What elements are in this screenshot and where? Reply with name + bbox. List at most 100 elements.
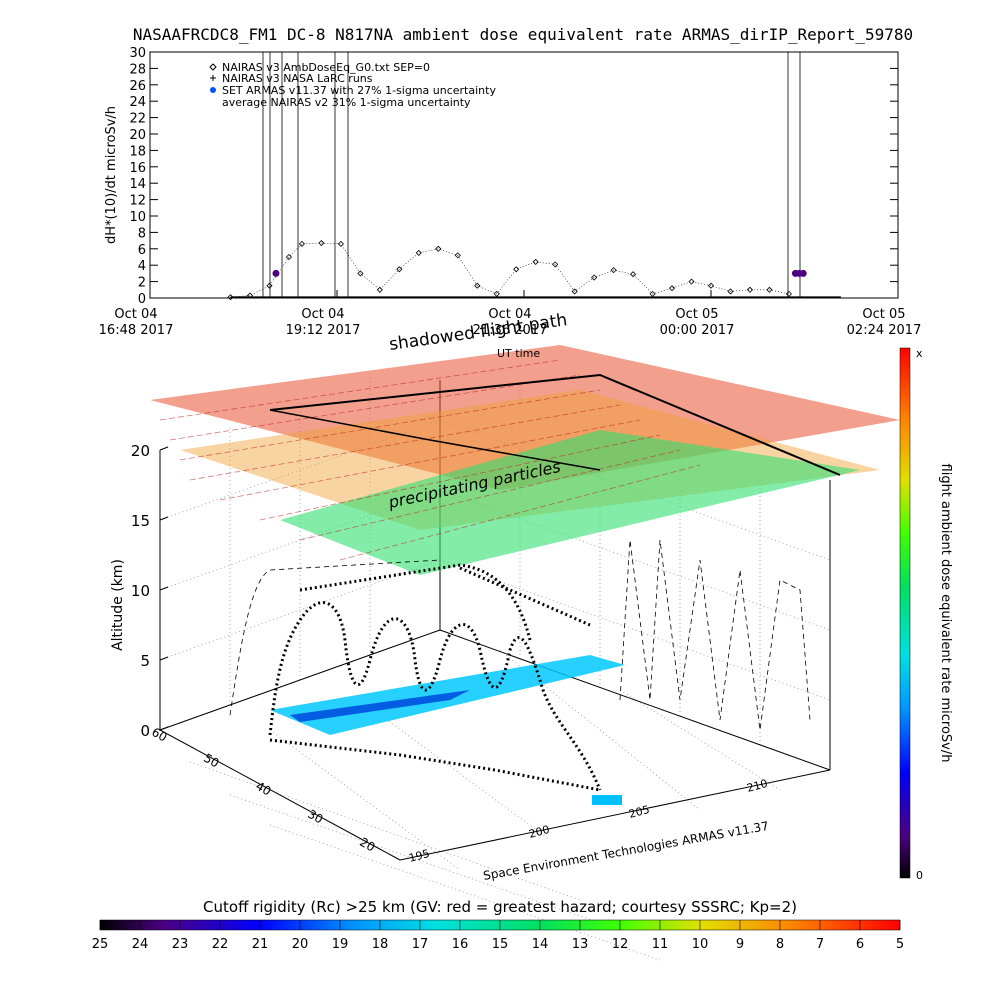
legend-label: NAIRAS v3 AmbDoseEq_G0.txt SEP=0 [222,61,430,74]
particle-layer [150,345,900,575]
legend-item-nairas-larc: NAIRAS v3 NASA LaRC runs [210,72,373,85]
series-line [230,242,789,298]
dose-colorbar-bottom: 0 [916,869,923,882]
data-point [454,252,461,259]
data-point [688,278,695,285]
y-tick-label: 16 [129,161,146,176]
particle-layer-red [150,345,900,490]
x-tick-label-date: Oct 05 [862,307,905,322]
y-tick-label: 22 [129,112,146,127]
data-point [396,266,403,273]
altitude-tick-label: 10 [131,582,150,600]
rigidity-tick-label: 15 [492,937,509,952]
top-y-axis-label: dH*(10)/dt microSv/h [104,106,119,244]
x-tick-label-date: Oct 04 [301,307,344,322]
altitude-tick-label: 0 [140,722,150,740]
latitude-tick-label: 20 [357,835,377,855]
blue-dot-icon [210,87,216,93]
plus-icon [210,75,216,81]
rigidity-tick-label: 6 [856,937,864,952]
data-point [246,292,254,299]
latitude-tick-label: 30 [305,807,325,827]
x-tick-label-time: 00:00 2017 [660,323,735,338]
altitude-axis: 0 5 10 15 20 [131,442,169,740]
rigidity-colorbar: Cutoff rigidity (Rc) >25 km (GV: red = g… [92,898,904,952]
rigidity-colorbar-title: Cutoff rigidity (Rc) >25 km (GV: red = g… [203,898,797,916]
data-point [357,270,364,277]
rigidity-tick-label: 25 [92,937,109,952]
series-nairas-v3 [227,239,841,301]
y-tick-label: 4 [138,259,146,274]
legend-label: average NAIRAS v2 31% 1-sigma uncertaint… [222,96,471,109]
altitude-axis-label: Altitude (km) [110,559,126,651]
rigidity-tick-label: 18 [372,937,389,952]
data-point [227,294,234,301]
data-point [785,290,792,297]
y-tick-label: 12 [129,194,146,209]
upper-track [299,563,591,641]
altitude-tick [159,446,169,451]
longitude-tick-label: 210 [745,777,769,795]
rigidity-tick-label: 17 [412,937,429,952]
y-tick-label: 26 [129,79,146,94]
rigidity-tick-label: 8 [776,937,784,952]
rigidity-tick-label: 13 [572,937,589,952]
legend-label: SET ARMAS v11.37 with 27% 1-sigma uncert… [222,84,496,97]
armas-point [272,269,280,277]
diamond-icon [209,63,217,71]
data-point [415,249,422,256]
y-tick-label: 24 [129,95,146,110]
data-point [571,288,578,295]
longitude-tick-label: 195 [407,847,431,865]
altitude-tick [159,586,169,591]
data-point [318,239,325,247]
data-point [298,240,306,247]
y-tick-label: 20 [129,128,146,143]
legend-item-set-armas: SET ARMAS v11.37 with 27% 1-sigma uncert… [210,84,496,97]
figure-title: NASAAFRCDC8_FM1 DC-8 N817NA ambient dose… [133,25,913,44]
rigidity-tick-label: 9 [736,937,744,952]
data-point [376,286,383,293]
dose-colorbar-top: x [916,347,923,360]
rigidity-tick-label: 21 [252,937,269,952]
x-tick-label-time: 19:12 2017 [286,323,361,338]
rigidity-tick-label: 12 [612,937,629,952]
rigidity-tick-label: 20 [292,937,309,952]
legend-item-nairas-v3: NAIRAS v3 AmbDoseEq_G0.txt SEP=0 [209,61,430,74]
x-tick-label-date: Oct 04 [114,307,157,322]
data-point [532,258,539,265]
data-point [668,285,676,292]
latitude-axis: 20 30 40 50 60 [149,725,377,855]
ground-track [269,738,601,792]
data-point [474,282,481,289]
dose-colorbar-gradient [899,347,911,879]
data-point [591,274,598,281]
cutoff-rigidity-floor-dark [290,690,470,722]
particle-hatching [159,359,701,561]
rigidity-tick-label: 24 [132,937,149,952]
data-point [337,240,344,247]
data-point [285,253,293,261]
x-tick-label-time: 16:48 2017 [99,323,174,338]
longitude-tick-label: 200 [527,823,551,841]
data-point [630,271,637,278]
rigidity-tick-label: 19 [332,937,349,952]
latitude-tick-label: 60 [149,725,169,745]
series-set-armas [272,269,807,277]
data-point [552,261,559,268]
credit-text: Space Environment Technologies ARMAS v11… [482,819,770,883]
longitude-axis: 195 200 205 210 [407,777,769,865]
y-tick-label: 10 [129,210,146,225]
rigidity-tick-label: 10 [692,937,709,952]
altitude-tick [159,656,169,661]
flight-track [268,563,602,792]
y-tick-label: 28 [129,62,146,77]
legend-item-nairas-v2: average NAIRAS v2 31% 1-sigma uncertaint… [222,96,471,109]
data-point [727,288,734,295]
rigidity-tick-label: 23 [172,937,189,952]
data-point [493,290,500,297]
